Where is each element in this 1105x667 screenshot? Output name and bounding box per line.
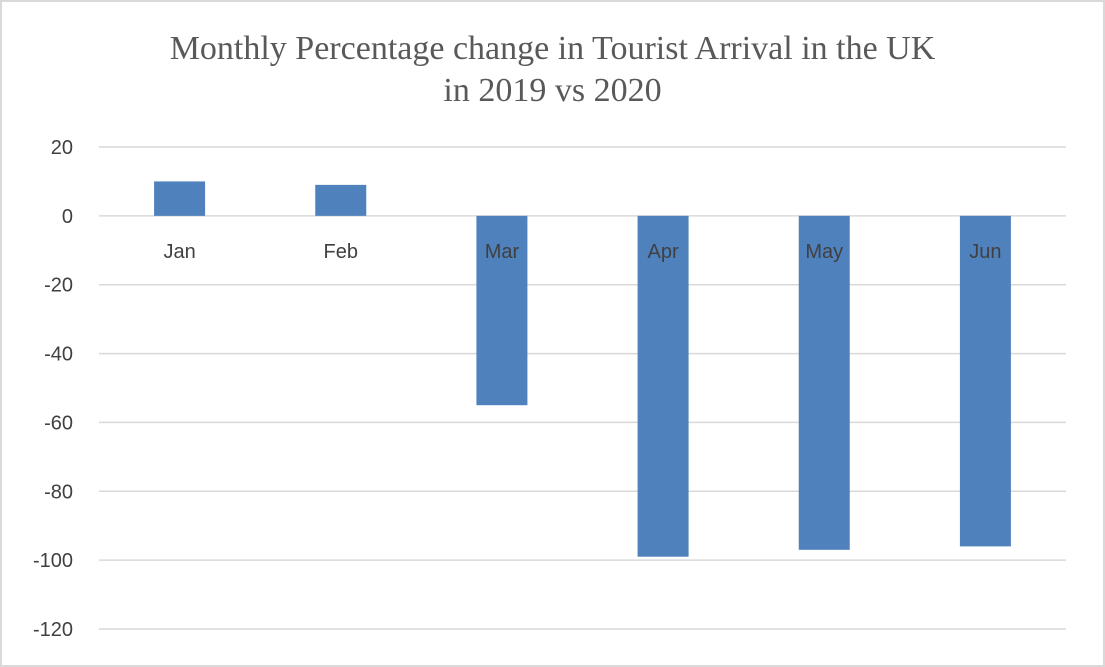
x-tick-label-feb: Feb	[324, 241, 358, 263]
chart-title: Monthly Percentage change in Tourist Arr…	[2, 28, 1103, 112]
bar-jun	[959, 215, 1011, 547]
x-tick-label-may: May	[805, 241, 843, 263]
y-tick-label: 0	[62, 206, 73, 228]
x-tick-label-jun: Jun	[969, 241, 1001, 263]
bars	[154, 181, 1011, 557]
y-tick-label: -120	[33, 619, 73, 641]
y-tick-label: -100	[33, 550, 73, 572]
y-tick-label: -80	[44, 481, 73, 503]
x-tick-label-jan: Jan	[163, 241, 195, 263]
bar-mar	[476, 215, 528, 406]
x-tick-label-apr: Apr	[648, 241, 679, 263]
x-axis-category-labels: Jan Feb Mar Apr May Jun	[163, 241, 1001, 263]
gridlines	[99, 146, 1066, 630]
x-tick-label-mar: Mar	[485, 241, 520, 263]
bar-feb	[315, 184, 367, 216]
y-tick-label: -40	[44, 344, 73, 366]
bar-may	[798, 215, 850, 550]
chart-title-line-2: in 2019 vs 2020	[443, 72, 662, 109]
bar-apr	[637, 215, 689, 557]
y-axis-tick-labels: 20 0 -20 -40 -60 -80 -100 -120	[33, 137, 73, 641]
bar-jan	[154, 181, 206, 216]
y-tick-label: -60	[44, 412, 73, 434]
y-tick-label: 20	[51, 137, 73, 159]
y-tick-label: -20	[44, 275, 73, 297]
chart-title-line-1: Monthly Percentage change in Tourist Arr…	[169, 30, 936, 67]
